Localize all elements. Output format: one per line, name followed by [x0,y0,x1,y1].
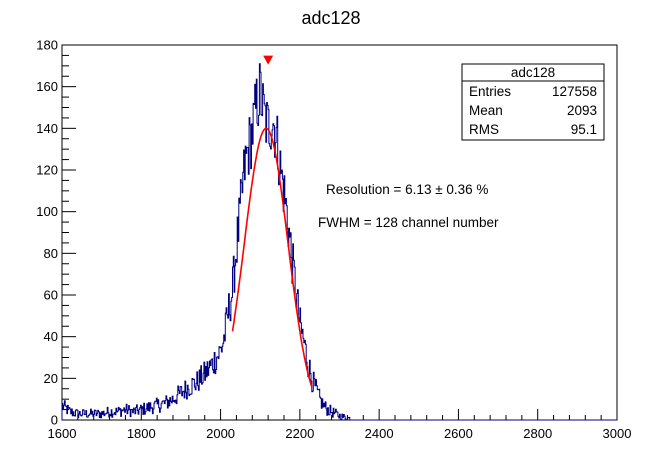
x-tick-label: 2800 [523,426,552,441]
y-tick-label: 80 [44,246,58,261]
x-tick-label: 2600 [444,426,473,441]
stats-label-entries: Entries [469,84,511,99]
stats-value-mean: 2093 [567,103,597,118]
y-axis: 0 20 40 60 80 100 120 140 160 180 [36,38,76,428]
x-tick-label: 2400 [365,426,394,441]
y-tick-label: 20 [44,371,58,386]
y-tick-label: 120 [36,163,58,178]
stats-label-mean: Mean [469,103,503,118]
x-tick-label: 3000 [603,426,632,441]
stats-value-entries: 127558 [552,84,597,99]
y-tick-label: 0 [51,413,58,428]
x-tick-label: 2000 [206,426,235,441]
stats-box-title: adc128 [511,65,555,80]
histogram-series [61,63,617,421]
stats-box: adc128 Entries 127558 Mean 2093 RMS 95.1 [461,63,605,141]
peak-marker [263,55,274,65]
y-tick-label: 140 [36,121,58,136]
x-axis: 1600 1800 2000 2200 2400 2600 2800 3000 [48,409,632,441]
y-tick-label: 40 [44,329,58,344]
x-tick-label: 1800 [127,426,156,441]
y-tick-label: 180 [36,38,58,53]
x-tick-label: 1600 [48,426,77,441]
gaussian-fit-curve [231,127,313,388]
y-tick-label: 100 [36,204,58,219]
resolution-annotation: Resolution = 6.13 ± 0.36 % [326,182,488,197]
y-tick-label: 60 [44,288,58,303]
chart-title: adc128 [301,8,360,28]
x-tick-label: 2200 [285,426,314,441]
y-tick-label: 160 [36,79,58,94]
stats-value-rms: 95.1 [571,122,597,137]
fwhm-annotation: FWHM = 128 channel number [318,215,499,230]
plot-area: 1600 1800 2000 2200 2400 2600 2800 3000 0 20 40 60… [36,38,631,442]
stats-label-rms: RMS [469,122,499,137]
stats-box-frame [461,63,605,141]
